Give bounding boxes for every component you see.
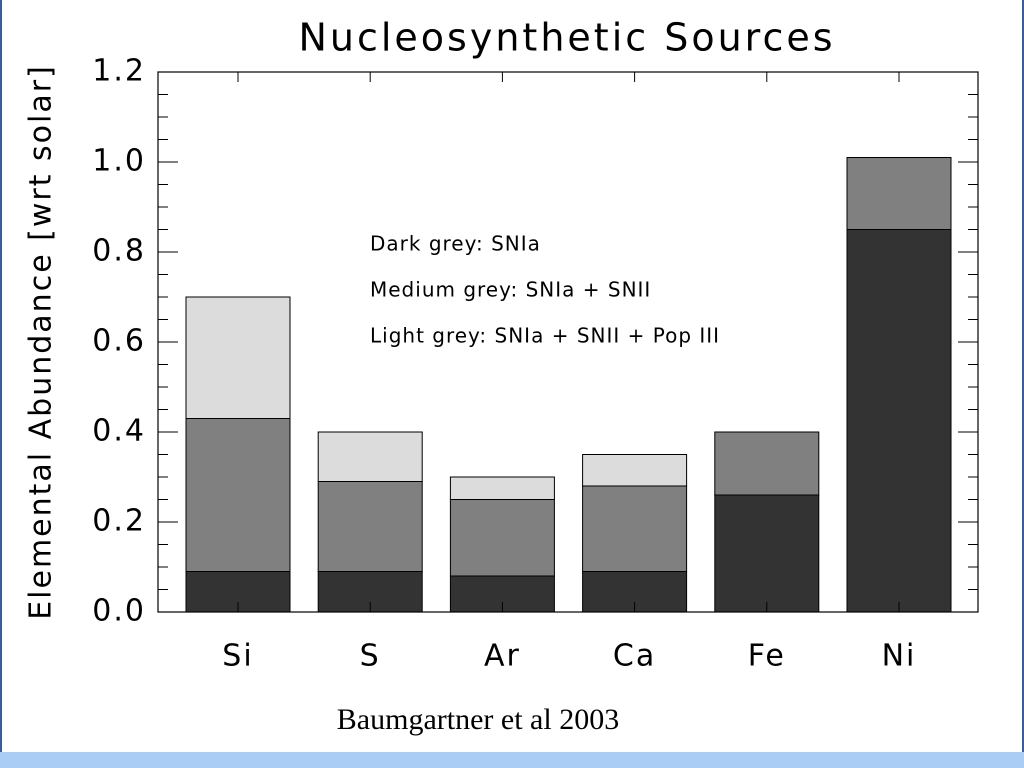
bar-segment (317, 481, 423, 572)
y-tick-label: 0.6 (92, 324, 146, 359)
right-border (1022, 0, 1024, 752)
bar-segment (582, 485, 688, 572)
bar-segment (714, 431, 820, 496)
x-tick-label: Fe (748, 639, 786, 674)
x-tick-label: Ca (613, 639, 656, 674)
y-tick-label: 0.4 (92, 414, 146, 449)
bar-segment (714, 494, 820, 613)
x-tick-label: Ni (882, 639, 917, 674)
y-tick-label: 0.8 (92, 234, 146, 269)
footer-strip (0, 752, 1024, 768)
legend-entry: Medium grey: SNIa + SNII (370, 278, 651, 302)
x-tick-label: Si (222, 639, 253, 674)
y-tick-label: 0.2 (92, 504, 146, 539)
bar-segment (449, 499, 555, 577)
bar-segment (582, 454, 688, 487)
legend-entry: Light grey: SNIa + SNII + Pop III (370, 324, 720, 348)
left-border (0, 0, 2, 752)
bar-segment (317, 431, 423, 482)
y-tick-label: 1.2 (92, 54, 146, 89)
legend-entry: Dark grey: SNIa (370, 232, 541, 256)
y-tick-label: 1.0 (92, 144, 146, 179)
bar-segment (449, 476, 555, 500)
x-tick-label: Ar (484, 639, 521, 674)
y-axis-label: Elemental Abundance [wrt solar] (24, 64, 59, 620)
chart-title: Nucleosynthetic Sources (298, 16, 835, 60)
source-note: Baumgartner et al 2003 (337, 703, 619, 736)
y-tick-label: 0.0 (92, 594, 146, 629)
bar-segment (185, 296, 291, 419)
bar-segment (846, 229, 952, 613)
plot (185, 157, 952, 613)
bar-segment (846, 157, 952, 230)
x-tick-label: S (360, 639, 381, 674)
bar-segment (185, 418, 291, 572)
